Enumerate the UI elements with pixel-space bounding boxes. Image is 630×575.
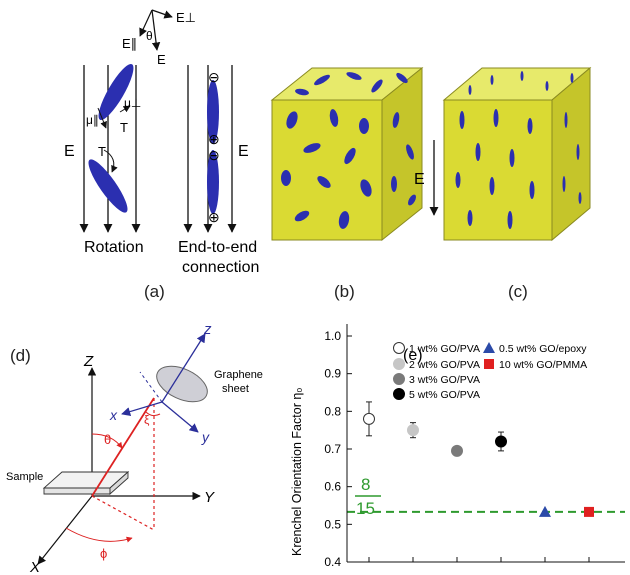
rotation-field-label: E (64, 143, 75, 160)
y-tick-label: 0.9 (324, 367, 341, 381)
data-point (407, 424, 419, 437)
orientation-factor-chart: 0.4 0.5 0.6 0.7 0.8 0.9 1.0 Krenchel Orientati… (290, 324, 625, 569)
lab-x-axis-label: X (29, 559, 41, 575)
rotating-sheet-top (98, 64, 134, 120)
y-tick-label: 1.0 (324, 329, 341, 343)
y-tick-label: 0.8 (324, 404, 341, 418)
y-tick-label: 0.7 (324, 442, 341, 456)
theta-label-d: θ (104, 432, 111, 447)
fraction-numerator: 8 (361, 475, 370, 494)
charge-neg-top: ⊖ (208, 69, 220, 85)
charge-pos-bottom: ⊕ (208, 209, 220, 225)
orientation-geometry: z x y Graphene sheet ξ θ ϕ Z Y X Sample (6, 321, 263, 575)
panel-d-label: (d) (10, 346, 31, 365)
rotating-sheet-bottom (88, 159, 128, 213)
legend-label: 1 wt% GO/PVA (409, 343, 480, 355)
charge-neg-mid: ⊖ (208, 147, 220, 163)
e-par-label: E∥ (122, 36, 137, 51)
data-point (363, 412, 375, 425)
sheet-z-axis-label: z (203, 321, 212, 338)
panel-c-field-label: E (414, 171, 425, 188)
rotation-caption: Rotation (84, 239, 144, 256)
fraction-denominator: 15 (356, 499, 375, 518)
panel-a-label: (a) (144, 282, 165, 301)
x-axis-ticks (368, 557, 590, 562)
graphene-sheet-label-2: sheet (222, 383, 249, 395)
data-point (495, 435, 507, 448)
legend-marker (393, 358, 405, 370)
legend-label: 0.5 wt% GO/epoxy (499, 343, 587, 355)
charge-pos-mid: ⊕ (208, 131, 220, 147)
cube-random (270, 66, 424, 242)
torque-top-label: T (120, 120, 128, 135)
sheet-y-axis-label: y (201, 429, 210, 445)
e-label-top: E (157, 52, 166, 67)
cube-aligned: E (414, 66, 592, 242)
panel-b-label: (b) (334, 282, 355, 301)
lab-y-axis-label: Y (204, 489, 215, 506)
phi-label: ϕ (100, 546, 107, 561)
legend-marker (393, 342, 405, 354)
panel-a: E⊥ E∥ θ E μ∥ μ⊥ T T E ⊖ ⊕ ⊖ ⊕ E Ro (60, 0, 280, 310)
lab-z-axis-label: Z (83, 353, 94, 370)
data-point (539, 505, 551, 517)
graphene-sheet-label-1: Graphene (214, 369, 263, 381)
end-to-end-field-label: E (238, 143, 249, 160)
torque-bottom-label: T (98, 144, 106, 159)
chart-marks (347, 401, 625, 517)
panel-d: (d) z x y Graphene sheet ξ (0, 316, 290, 575)
panel-c: E (c) (412, 60, 622, 310)
theta-label-a: θ (146, 29, 153, 43)
y-axis-title: Krenchel Orientation Factor η₀ (290, 388, 304, 556)
panel-a-figure: E⊥ E∥ θ E μ∥ μ⊥ T T E ⊖ ⊕ ⊖ ⊕ E Ro (64, 9, 259, 275)
legend-label: 5 wt% GO/PVA (409, 389, 480, 401)
field-vector-triad (139, 9, 173, 51)
data-point (451, 444, 463, 457)
y-tick-label: 0.6 (324, 480, 341, 494)
end-to-end-caption-2: connection (182, 259, 259, 275)
panel-e: 0.4 0.5 0.6 0.7 0.8 0.9 1.0 Krenchel Orientati… (285, 316, 630, 575)
chart-legend: 1 wt% GO/PVA 2 wt% GO/PVA 3 wt% GO/PVA 5 wt… (393, 342, 587, 401)
legend-label: 3 wt% GO/PVA (409, 374, 480, 386)
aligned-sheet-bottom (207, 150, 219, 214)
y-axis-ticks: 0.4 0.5 0.6 0.7 0.8 0.9 1.0 (324, 329, 352, 569)
mu-perp-label: μ⊥ (124, 96, 141, 110)
panel-c-label: (c) (508, 282, 528, 301)
sheet-x-axis-label: x (109, 407, 118, 423)
legend-marker (483, 342, 495, 353)
legend-marker (484, 359, 494, 369)
legend-label: 2 wt% GO/PVA (409, 359, 480, 371)
aligned-sheet-top (207, 80, 219, 144)
mu-par-label: μ∥ (86, 113, 99, 127)
legend-label: 10 wt% GO/PMMA (499, 359, 587, 371)
xi-label: ξ (144, 413, 150, 427)
y-tick-label: 0.4 (324, 555, 341, 569)
legend-marker (393, 373, 405, 385)
graphene-sheet (156, 365, 208, 403)
y-tick-label: 0.5 (324, 517, 341, 531)
end-to-end-caption-1: End-to-end (178, 239, 257, 256)
panel-e-label: (e) (403, 347, 423, 364)
end-to-end-field-lines (183, 65, 237, 233)
sample-label: Sample (6, 471, 43, 483)
legend-marker (393, 388, 405, 400)
e-perp-label: E⊥ (176, 10, 196, 25)
panel-b: (b) (262, 60, 447, 310)
data-point (584, 506, 594, 517)
